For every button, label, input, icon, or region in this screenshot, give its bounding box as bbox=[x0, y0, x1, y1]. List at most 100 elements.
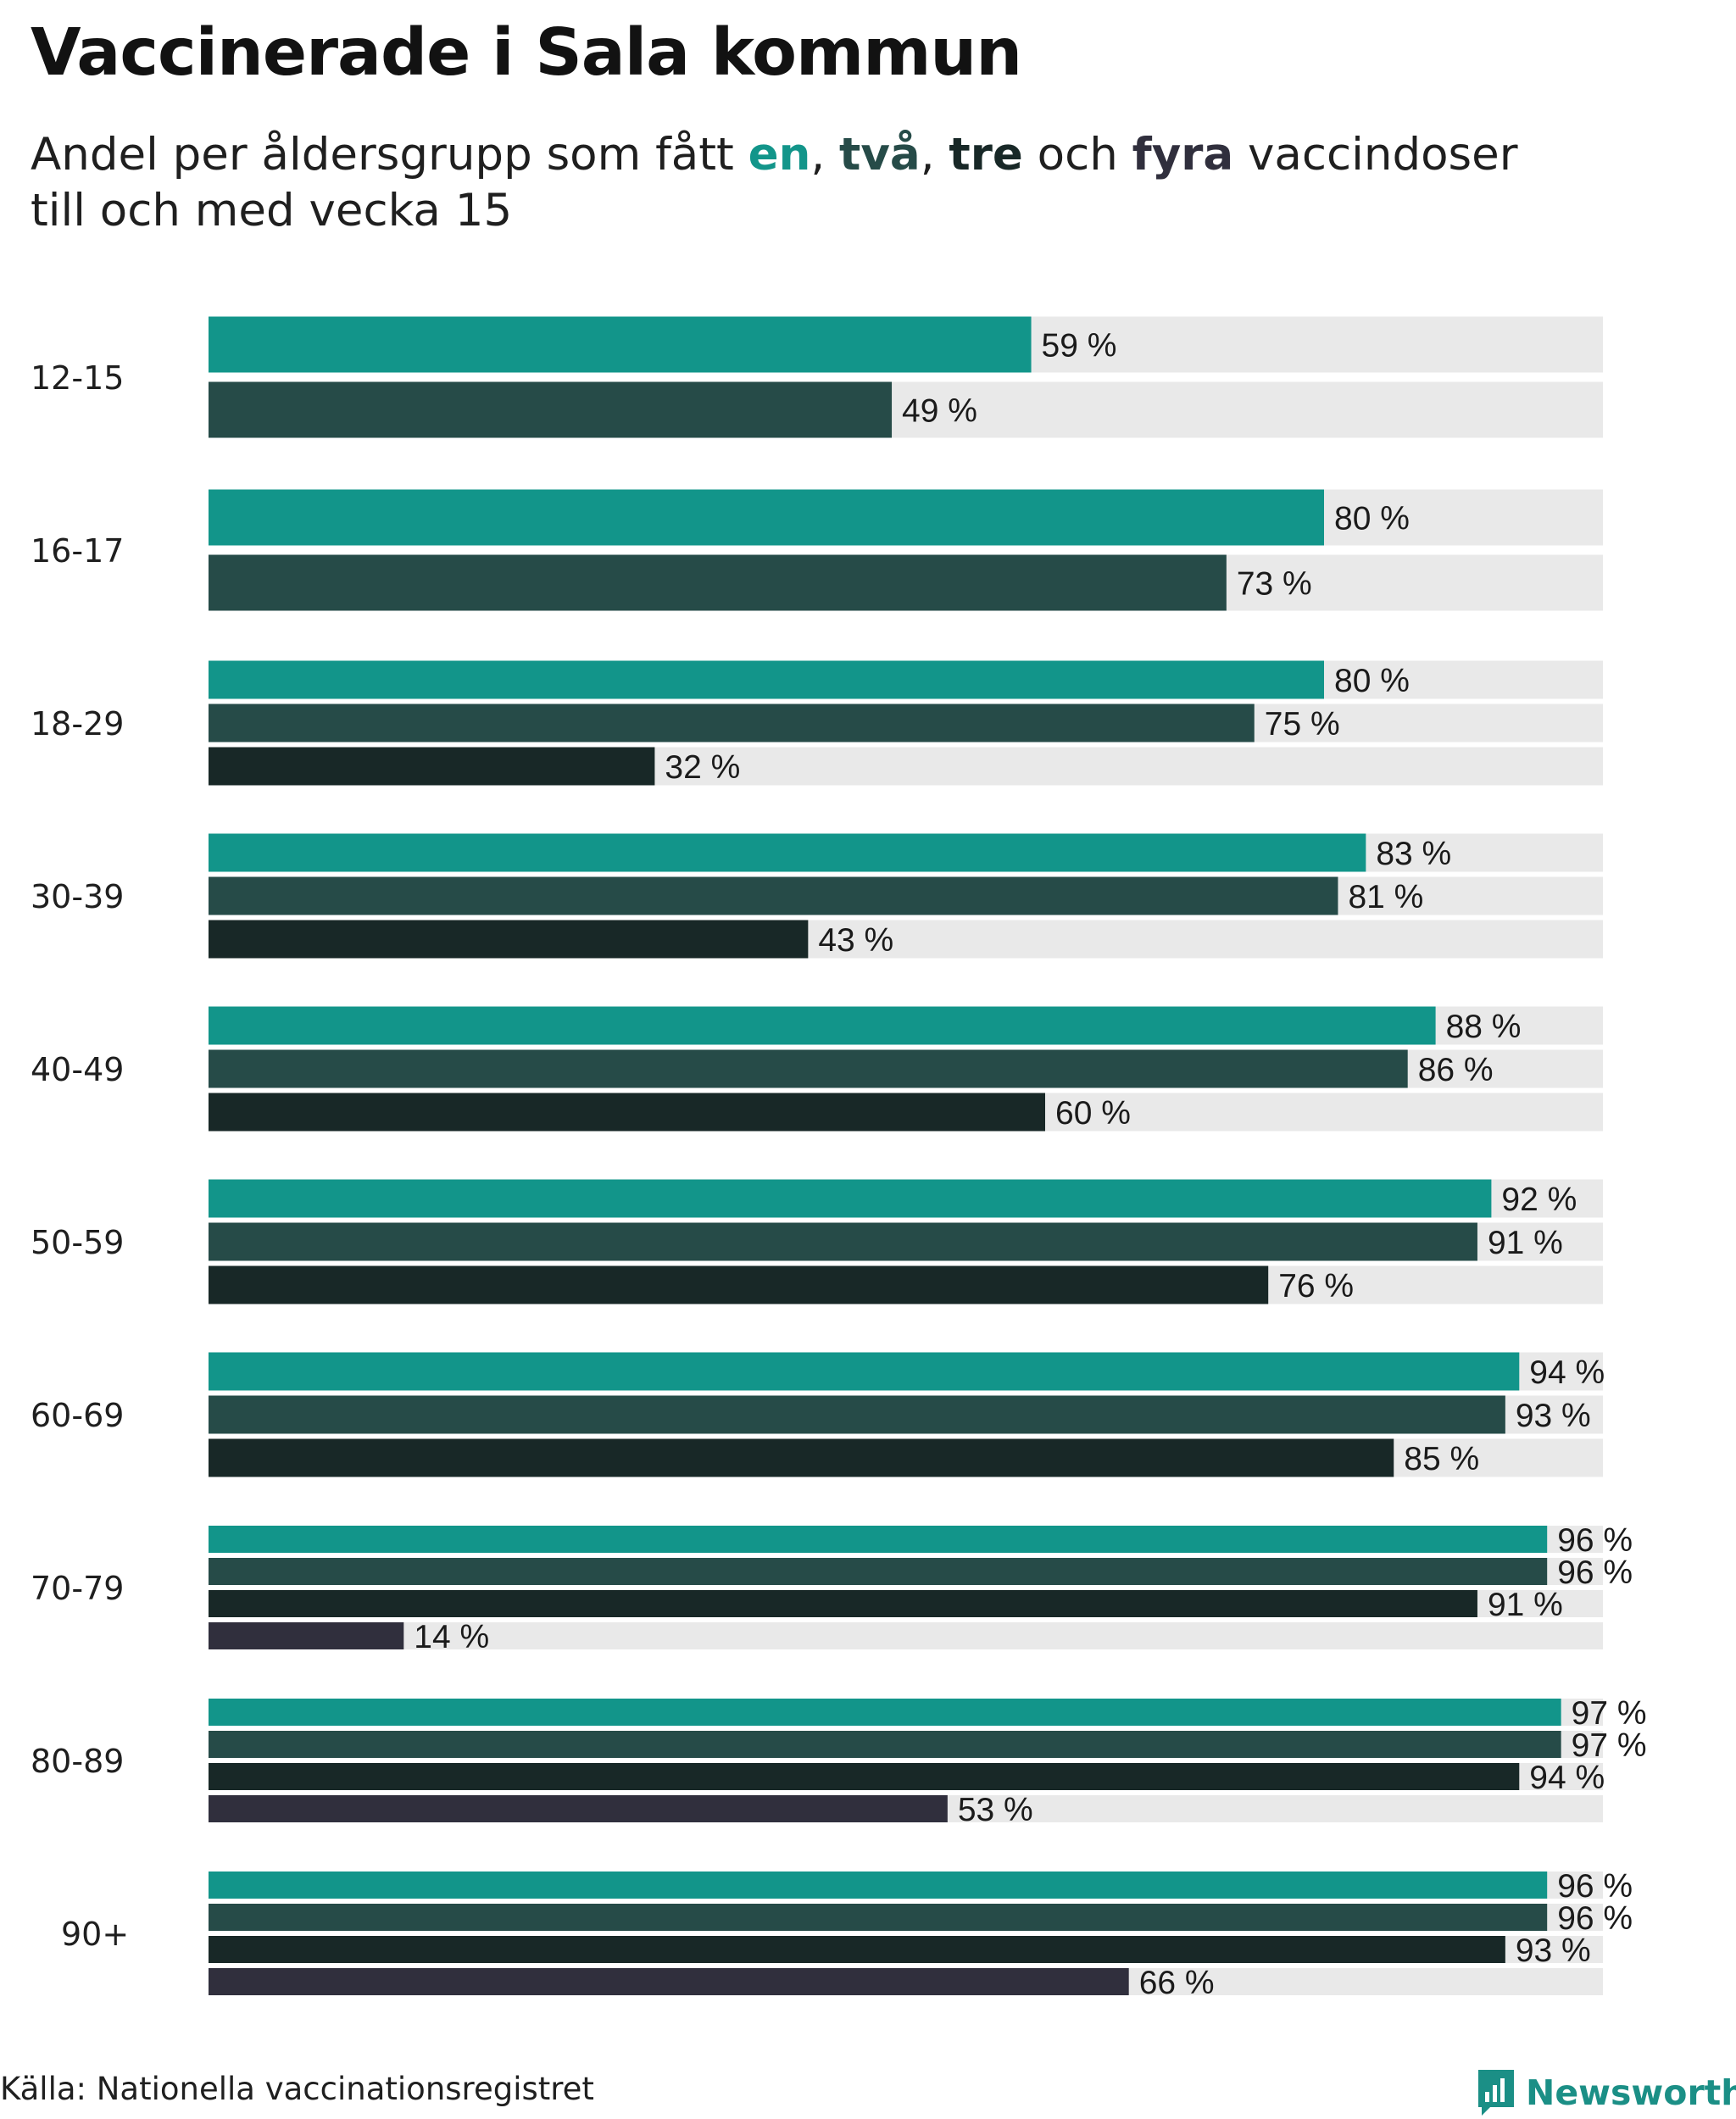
value-label-en: 96 % bbox=[1557, 1522, 1633, 1559]
bar-två bbox=[209, 1731, 1561, 1758]
value-label-två: 93 % bbox=[1516, 1398, 1591, 1434]
category-label: 80-89 bbox=[31, 1743, 124, 1780]
bar-en bbox=[209, 660, 1324, 699]
subtitle-line-2: till och med vecka 15 bbox=[31, 185, 513, 236]
subtitle-suffix: vaccindoser bbox=[1233, 129, 1518, 181]
bar-två bbox=[209, 1049, 1408, 1088]
bar-en bbox=[209, 1352, 1520, 1391]
bar-två bbox=[209, 381, 893, 438]
bar-fyra bbox=[209, 1795, 948, 1822]
value-label-tre: 43 % bbox=[818, 922, 893, 959]
category-label: 18-29 bbox=[31, 705, 124, 742]
value-label-två: 81 % bbox=[1348, 879, 1423, 915]
newsworthy-logo-text: Newsworthy bbox=[1526, 2072, 1736, 2113]
chart-title: Vaccinerade i Sala kommun bbox=[31, 15, 1022, 91]
bar-fyra bbox=[209, 1622, 404, 1649]
category-label: 16-17 bbox=[31, 532, 124, 570]
subtitle-separator: , bbox=[920, 129, 949, 181]
source-note: Källa: Nationella vaccinationsregistret bbox=[0, 2071, 594, 2107]
value-label-en: 80 % bbox=[1334, 663, 1410, 699]
value-label-en: 88 % bbox=[1446, 1009, 1522, 1045]
bar-tre bbox=[209, 1265, 1269, 1304]
value-label-två: 49 % bbox=[902, 393, 977, 430]
value-label-en: 96 % bbox=[1557, 1868, 1633, 1905]
category-label: 60-69 bbox=[31, 1397, 124, 1434]
bar-två bbox=[209, 876, 1338, 915]
bar-två bbox=[209, 1395, 1505, 1434]
value-label-tre: 76 % bbox=[1278, 1268, 1354, 1304]
value-label-två: 91 % bbox=[1488, 1225, 1563, 1261]
bar-en bbox=[209, 1872, 1548, 1899]
bar-tre bbox=[209, 1093, 1045, 1132]
bar-en bbox=[209, 489, 1324, 546]
subtitle-prefix: Andel per åldersgrupp som fått bbox=[31, 129, 748, 181]
bar-tre bbox=[209, 1590, 1477, 1617]
bar-en bbox=[209, 1006, 1436, 1045]
bar-tre bbox=[209, 747, 655, 786]
legend-en: en bbox=[748, 129, 811, 181]
value-label-två: 96 % bbox=[1557, 1900, 1633, 1937]
bar-group-16-17: 80 % 73 % 16-17 bbox=[31, 489, 1603, 611]
value-label-en: 59 % bbox=[1042, 328, 1117, 364]
bar-en bbox=[209, 1699, 1561, 1726]
bar-group-18-29: 80 % 75 % 32 % 18-29 bbox=[31, 660, 1603, 786]
bar-track bbox=[209, 1622, 1603, 1649]
category-label: 70-79 bbox=[31, 1570, 124, 1607]
value-label-tre: 32 % bbox=[665, 749, 740, 786]
value-label-fyra: 66 % bbox=[1139, 1965, 1215, 2001]
bar-två bbox=[209, 554, 1227, 611]
category-label: 30-39 bbox=[31, 878, 124, 915]
bar-tre bbox=[209, 1763, 1520, 1790]
chart-subtitle: Andel per åldersgrupp som fått en, två, … bbox=[31, 127, 1518, 239]
bar-en bbox=[209, 833, 1366, 872]
value-label-en: 80 % bbox=[1334, 501, 1410, 537]
bar-en bbox=[209, 1179, 1492, 1218]
bar-group-40-49: 88 % 86 % 60 % 40-49 bbox=[31, 1006, 1603, 1132]
value-label-en: 97 % bbox=[1572, 1695, 1647, 1732]
bar-group-70-79: 96 %96 %91 %14 %70-79 bbox=[31, 1522, 1633, 1655]
value-label-en: 92 % bbox=[1501, 1182, 1577, 1218]
bar-tre bbox=[209, 920, 809, 959]
value-label-två: 97 % bbox=[1572, 1727, 1647, 1764]
bar-två bbox=[209, 704, 1255, 742]
bar-en bbox=[209, 316, 1032, 373]
value-label-två: 86 % bbox=[1418, 1052, 1494, 1088]
category-label: 90+ bbox=[61, 1916, 129, 1953]
legend-fyra: fyra bbox=[1132, 129, 1234, 181]
value-label-tre: 85 % bbox=[1404, 1441, 1479, 1477]
bar-två bbox=[209, 1222, 1477, 1261]
bar-två bbox=[209, 1558, 1548, 1585]
bar-group-50-59: 92 % 91 % 76 % 50-59 bbox=[31, 1179, 1603, 1304]
value-label-en: 94 % bbox=[1529, 1354, 1605, 1391]
bar-group-80-89: 97 %97 %94 %53 %80-89 bbox=[31, 1695, 1647, 1828]
newsworthy-logo[interactable]: Newsworthy bbox=[1477, 2068, 1736, 2117]
bar-group-90plus: 96 %96 %93 %66 %90+ bbox=[61, 1868, 1633, 2001]
legend-tva: två bbox=[839, 129, 921, 181]
value-label-tre: 94 % bbox=[1529, 1760, 1605, 1796]
bar-två bbox=[209, 1904, 1548, 1931]
bar-tre bbox=[209, 1438, 1394, 1477]
bar-en bbox=[209, 1526, 1548, 1553]
bar-fyra bbox=[209, 1968, 1129, 1995]
value-label-två: 73 % bbox=[1237, 566, 1312, 603]
newsworthy-logo-icon bbox=[1478, 2070, 1514, 2116]
bar-group-30-39: 83 % 81 % 43 % 30-39 bbox=[31, 833, 1603, 959]
value-label-fyra: 53 % bbox=[958, 1792, 1033, 1828]
category-label: 50-59 bbox=[31, 1224, 124, 1261]
subtitle-separator: , bbox=[810, 129, 840, 181]
value-label-två: 75 % bbox=[1265, 706, 1340, 742]
subtitle-line-1: Andel per åldersgrupp som fått en, två, … bbox=[31, 127, 1518, 183]
value-label-fyra: 14 % bbox=[414, 1619, 489, 1655]
value-label-tre: 60 % bbox=[1055, 1095, 1131, 1132]
value-label-tre: 93 % bbox=[1516, 1933, 1591, 1969]
value-label-en: 83 % bbox=[1376, 836, 1451, 872]
bar-group-60-69: 94 % 93 % 85 % 60-69 bbox=[31, 1352, 1605, 1477]
category-label: 12-15 bbox=[31, 359, 124, 397]
subtitle-och: och bbox=[1022, 129, 1132, 181]
category-label: 40-49 bbox=[31, 1051, 124, 1088]
legend-tre: tre bbox=[949, 129, 1023, 181]
value-label-två: 96 % bbox=[1557, 1554, 1633, 1591]
bar-tre bbox=[209, 1936, 1505, 1963]
bar-group-12-15: 59 % 49 % 12-15 bbox=[31, 316, 1603, 438]
